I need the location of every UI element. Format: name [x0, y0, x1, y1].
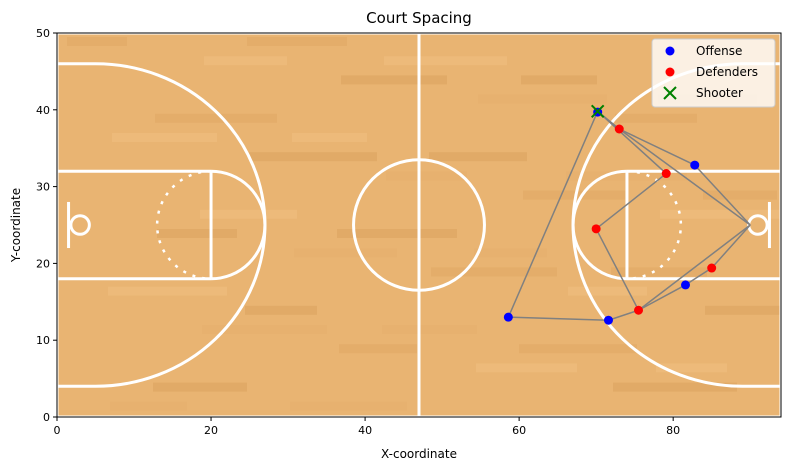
connection-line — [618, 128, 696, 166]
floor-board — [384, 56, 507, 66]
floor-board — [200, 209, 297, 219]
floor-board — [656, 363, 727, 373]
y-tick-label: 10 — [36, 334, 50, 347]
y-tick-label: 0 — [43, 411, 50, 424]
floor-board — [290, 401, 407, 411]
offense-point — [690, 160, 700, 170]
connection-line — [507, 111, 599, 318]
floor-board — [382, 325, 477, 334]
floor-board — [341, 75, 447, 85]
legend-label: Shooter — [696, 86, 743, 100]
x-tick-label: 0 — [54, 424, 61, 437]
floor-board — [153, 382, 247, 392]
floor-board — [108, 286, 227, 296]
floor-board — [157, 229, 237, 238]
floor-board — [294, 248, 397, 258]
floor-board — [431, 267, 557, 277]
floor-board — [568, 286, 647, 296]
plot-frame — [56, 32, 782, 418]
y-tick-label: 20 — [36, 257, 50, 270]
floor-board — [112, 133, 217, 142]
floor-board — [67, 37, 127, 46]
legend-label: Offense — [696, 44, 742, 58]
floor-board — [521, 75, 597, 85]
x-tick-label: 60 — [512, 424, 526, 437]
right-rim — [747, 214, 769, 236]
y-axis-ticks: 0 10 20 30 40 50 — [36, 27, 57, 424]
connection-line — [685, 267, 713, 286]
connection-line — [711, 224, 751, 269]
connection-line — [595, 228, 640, 311]
floor-board — [660, 209, 781, 219]
defender-point — [591, 224, 601, 234]
floor-board — [705, 305, 781, 315]
offense-point — [680, 280, 690, 290]
chart-title: Court Spacing — [366, 9, 472, 27]
y-tick-label: 30 — [36, 181, 50, 194]
offense-point — [603, 315, 613, 325]
floor-board — [204, 56, 287, 66]
shooter-marker-stroke — [590, 104, 605, 119]
legend-label: Defenders — [696, 65, 758, 79]
floor-board — [247, 37, 347, 46]
floor-board — [478, 94, 607, 104]
floor-board — [703, 190, 777, 200]
floor-board — [202, 325, 327, 334]
x-tick-label: 40 — [358, 424, 372, 437]
connection-line — [694, 164, 751, 226]
player-markers — [503, 104, 717, 325]
center-circle — [352, 158, 486, 292]
offense-point — [503, 312, 513, 322]
floor-board — [476, 363, 577, 373]
x-axis-label: X-coordinate — [381, 447, 457, 461]
floor-board — [245, 305, 317, 315]
connection-line — [508, 316, 609, 321]
connection-line — [608, 309, 639, 321]
legend-offense-icon — [665, 46, 675, 56]
floor-board — [249, 152, 377, 162]
x-tick-label: 20 — [204, 424, 218, 437]
floor-board — [339, 344, 417, 354]
floor-board — [110, 401, 187, 411]
floor-board — [613, 382, 737, 392]
legend-box — [651, 38, 776, 108]
y-axis-label: Y-coordinate — [9, 188, 23, 263]
floor-board — [429, 152, 527, 162]
floor-board — [337, 229, 457, 238]
floor-board — [292, 133, 367, 142]
shooter-marker — [590, 104, 605, 119]
x-tick-label: 80 — [666, 424, 680, 437]
floor-board — [611, 267, 707, 277]
floor-board — [386, 171, 467, 181]
defender-point — [661, 169, 671, 179]
legend-shooter-icon — [663, 86, 677, 100]
left-three-point-line — [57, 62, 267, 388]
floor-board — [615, 113, 697, 123]
legend: Offense Defenders Shooter — [651, 38, 776, 108]
connection-line — [597, 110, 667, 175]
connection-line — [595, 172, 667, 230]
legend-defenders-icon — [665, 67, 675, 77]
y-tick-label: 50 — [36, 27, 50, 40]
defender-point — [707, 263, 717, 273]
connection-line — [638, 224, 751, 311]
defender-point — [614, 124, 624, 134]
left-rim — [69, 214, 91, 236]
y-tick-label: 40 — [36, 104, 50, 117]
floor-board — [519, 344, 637, 354]
defender-point — [634, 305, 644, 315]
floor-board — [155, 113, 277, 123]
court-markings — [57, 33, 781, 417]
x-axis-ticks: 0 20 40 60 80 — [54, 417, 680, 437]
connection-lines — [507, 110, 751, 321]
connection-line — [638, 284, 686, 311]
connection-line — [618, 128, 751, 226]
floor-board — [474, 248, 547, 258]
